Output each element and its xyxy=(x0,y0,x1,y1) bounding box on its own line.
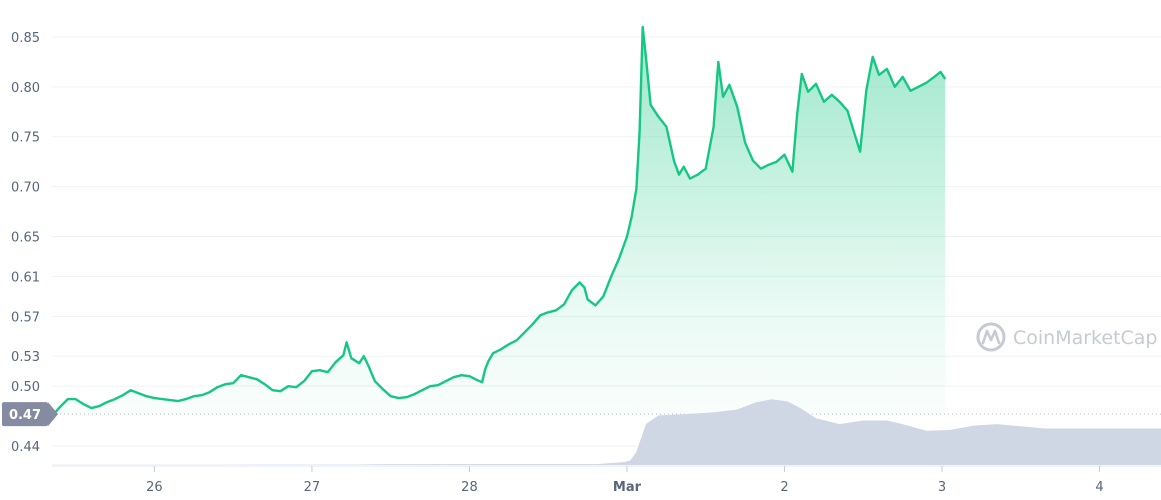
price-area-fill xyxy=(52,27,946,417)
y-tick-label: 0.75 xyxy=(11,131,40,146)
open-price-label: 0.47 xyxy=(9,408,41,423)
y-tick-label: 0.57 xyxy=(11,310,40,325)
price-line xyxy=(51,25,947,417)
price-area xyxy=(52,27,946,417)
x-tick-label: 3 xyxy=(938,480,946,495)
x-tick-label: 26 xyxy=(146,480,163,495)
open-price-badge-bg xyxy=(2,402,48,427)
watermark-text: CoinMarketCap xyxy=(1013,327,1158,349)
badge-pointer-icon xyxy=(48,402,58,427)
y-tick-label: 0.61 xyxy=(11,270,40,285)
y-tick-label: 0.85 xyxy=(11,31,40,46)
volume-bars xyxy=(52,399,1161,465)
x-tick-label: 27 xyxy=(304,480,321,495)
x-tick-label: 2 xyxy=(780,480,788,495)
coinmarketcap-logo-icon xyxy=(976,322,1006,352)
x-axis: 26 27 28 Mar 2 3 4 xyxy=(52,465,1161,495)
open-price-badge: 0.47 xyxy=(2,402,58,427)
x-tick-label: 4 xyxy=(1095,480,1103,495)
price-series-line xyxy=(51,25,947,417)
y-axis: 0.85 0.80 0.75 0.70 0.65 0.61 0.57 0.53 0.50 0.44 xyxy=(11,31,40,455)
x-tick-label: 28 xyxy=(461,480,478,495)
y-tick-label: 0.44 xyxy=(11,440,40,455)
y-tick-label: 0.80 xyxy=(11,81,40,96)
watermark: CoinMarketCap xyxy=(976,322,1158,352)
volume-area xyxy=(52,399,1161,465)
x-tick-label: Mar xyxy=(613,480,642,495)
y-tick-label: 0.50 xyxy=(11,380,40,395)
y-tick-label: 0.65 xyxy=(11,231,40,246)
y-tick-label: 0.53 xyxy=(11,350,40,365)
y-tick-label: 0.70 xyxy=(11,181,40,196)
